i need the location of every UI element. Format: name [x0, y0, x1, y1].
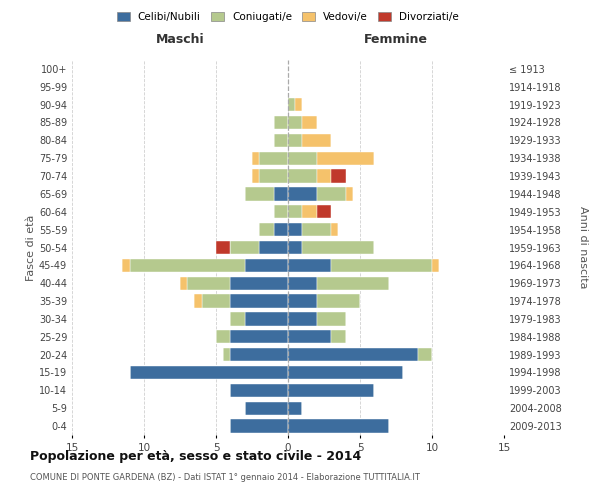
Bar [288, 276, 317, 290]
Bar [230, 241, 259, 254]
Bar [302, 241, 374, 254]
Bar [274, 116, 288, 129]
Bar [180, 276, 187, 290]
Bar [230, 330, 288, 344]
Bar [274, 223, 288, 236]
Bar [252, 152, 259, 165]
Bar [418, 348, 432, 362]
Bar [230, 312, 245, 326]
Bar [130, 366, 288, 379]
Bar [230, 276, 288, 290]
Bar [245, 402, 288, 415]
Bar [288, 402, 302, 415]
Bar [274, 134, 288, 147]
Text: Maschi: Maschi [155, 32, 205, 46]
Bar [317, 276, 389, 290]
Bar [288, 205, 302, 218]
Y-axis label: Anni di nascita: Anni di nascita [578, 206, 588, 289]
Bar [317, 170, 331, 183]
Bar [288, 223, 302, 236]
Bar [302, 205, 317, 218]
Bar [230, 348, 288, 362]
Bar [302, 116, 317, 129]
Bar [252, 170, 259, 183]
Bar [216, 330, 230, 344]
Bar [187, 276, 230, 290]
Bar [194, 294, 202, 308]
Bar [259, 152, 288, 165]
Bar [317, 312, 346, 326]
Bar [288, 330, 331, 344]
Bar [317, 187, 346, 200]
Bar [230, 384, 288, 397]
Bar [302, 134, 331, 147]
Bar [245, 258, 288, 272]
Y-axis label: Fasce di età: Fasce di età [26, 214, 36, 280]
Bar [245, 312, 288, 326]
Bar [288, 258, 331, 272]
Bar [331, 170, 346, 183]
Bar [230, 420, 288, 433]
Bar [346, 187, 353, 200]
Bar [288, 116, 302, 129]
Bar [274, 187, 288, 200]
Bar [230, 294, 288, 308]
Bar [302, 223, 331, 236]
Bar [202, 294, 230, 308]
Bar [259, 223, 274, 236]
Bar [288, 348, 418, 362]
Legend: Celibi/Nubili, Coniugati/e, Vedovi/e, Divorziati/e: Celibi/Nubili, Coniugati/e, Vedovi/e, Di… [113, 8, 463, 26]
Bar [223, 348, 230, 362]
Bar [288, 98, 295, 112]
Bar [274, 205, 288, 218]
Bar [317, 294, 360, 308]
Bar [331, 330, 346, 344]
Bar [288, 312, 317, 326]
Bar [331, 223, 338, 236]
Bar [259, 241, 288, 254]
Text: COMUNE DI PONTE GARDENA (BZ) - Dati ISTAT 1° gennaio 2014 - Elaborazione TUTTITA: COMUNE DI PONTE GARDENA (BZ) - Dati ISTA… [30, 472, 420, 482]
Bar [259, 170, 288, 183]
Bar [288, 241, 302, 254]
Bar [288, 366, 403, 379]
Bar [317, 205, 331, 218]
Bar [432, 258, 439, 272]
Bar [288, 384, 374, 397]
Bar [122, 258, 130, 272]
Text: Femmine: Femmine [364, 32, 428, 46]
Bar [288, 134, 302, 147]
Bar [331, 258, 432, 272]
Bar [288, 187, 317, 200]
Bar [288, 152, 317, 165]
Text: Popolazione per età, sesso e stato civile - 2014: Popolazione per età, sesso e stato civil… [30, 450, 361, 463]
Bar [288, 294, 317, 308]
Bar [288, 420, 389, 433]
Bar [317, 152, 374, 165]
Bar [245, 187, 274, 200]
Bar [288, 170, 317, 183]
Bar [130, 258, 245, 272]
Bar [216, 241, 230, 254]
Bar [295, 98, 302, 112]
